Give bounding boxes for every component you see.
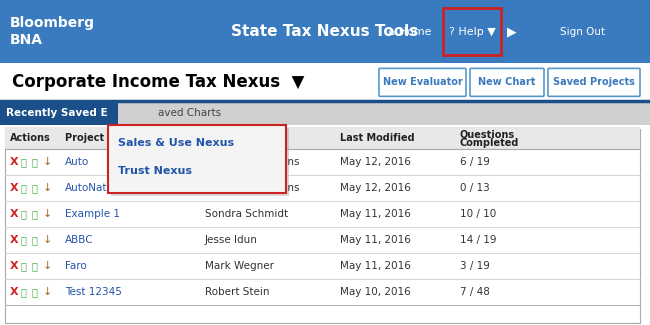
Text: X: X	[10, 183, 19, 193]
Text: Recently Saved E: Recently Saved E	[6, 108, 108, 118]
Text: ABBC: ABBC	[65, 235, 94, 245]
Text: Auto: Auto	[65, 157, 89, 167]
Text: ↓: ↓	[43, 183, 53, 193]
Text: Actions: Actions	[10, 133, 51, 143]
Text: 0 / 13: 0 / 13	[460, 183, 489, 193]
Text: BNA: BNA	[10, 33, 43, 47]
Text: ▶: ▶	[507, 25, 517, 38]
FancyBboxPatch shape	[5, 127, 640, 150]
Text: ⧉: ⧉	[32, 235, 38, 245]
Text: ↓: ↓	[43, 287, 53, 297]
FancyBboxPatch shape	[548, 68, 640, 97]
FancyBboxPatch shape	[0, 101, 118, 125]
FancyBboxPatch shape	[379, 68, 466, 97]
Text: ⧉: ⧉	[21, 287, 27, 297]
Text: X: X	[10, 261, 19, 271]
FancyBboxPatch shape	[111, 128, 289, 196]
Text: ⧉: ⧉	[32, 183, 38, 193]
Text: Project Name: Project Name	[65, 133, 138, 143]
Text: Sales & Use Nexus: Sales & Use Nexus	[118, 138, 234, 149]
Text: AutoNation: AutoNation	[65, 183, 124, 193]
Text: Sign Out: Sign Out	[560, 27, 605, 37]
Text: ⌂ Home: ⌂ Home	[388, 27, 432, 37]
Text: ↓: ↓	[43, 209, 53, 219]
Text: Constantine Johns: Constantine Johns	[205, 183, 300, 193]
Text: ⧉: ⧉	[32, 287, 38, 297]
Text: ⧉: ⧉	[21, 157, 27, 167]
Text: Robert Stein: Robert Stein	[205, 287, 270, 297]
Text: X: X	[10, 209, 19, 219]
Text: ↓: ↓	[43, 261, 53, 271]
Text: May 10, 2016: May 10, 2016	[340, 287, 411, 297]
FancyBboxPatch shape	[5, 129, 640, 323]
Text: Faro: Faro	[65, 261, 86, 271]
Text: ↓: ↓	[43, 235, 53, 245]
Text: Sondra Schmidt: Sondra Schmidt	[205, 209, 288, 219]
Text: Test 12345: Test 12345	[65, 287, 122, 297]
FancyBboxPatch shape	[0, 101, 650, 125]
Text: 10 / 10: 10 / 10	[460, 209, 496, 219]
Text: Corporate Income Tax Nexus  ▼: Corporate Income Tax Nexus ▼	[12, 73, 304, 91]
Text: ↓: ↓	[43, 157, 53, 167]
Text: ⧉: ⧉	[21, 209, 27, 219]
Text: State Tax Nexus Tools: State Tax Nexus Tools	[231, 24, 419, 39]
Text: May 12, 2016: May 12, 2016	[340, 157, 411, 167]
FancyBboxPatch shape	[0, 0, 650, 63]
Text: Completed: Completed	[460, 138, 519, 149]
Text: Created By: Created By	[205, 133, 266, 143]
Text: X: X	[10, 157, 19, 167]
Text: New Evaluator: New Evaluator	[383, 77, 462, 87]
Text: 14 / 19: 14 / 19	[460, 235, 497, 245]
Text: Constantine Johns: Constantine Johns	[205, 157, 300, 167]
Text: Bloomberg: Bloomberg	[10, 16, 95, 30]
Text: May 11, 2016: May 11, 2016	[340, 209, 411, 219]
Text: aved Charts: aved Charts	[158, 108, 221, 118]
Text: X: X	[10, 235, 19, 245]
Text: ⧉: ⧉	[21, 261, 27, 271]
Text: 3 / 19: 3 / 19	[460, 261, 490, 271]
Text: Jesse Idun: Jesse Idun	[205, 235, 258, 245]
Text: ⧉: ⧉	[21, 183, 27, 193]
Text: ⧉: ⧉	[32, 209, 38, 219]
Text: Saved Projects: Saved Projects	[553, 77, 635, 87]
Text: Example 1: Example 1	[65, 209, 120, 219]
Text: May 11, 2016: May 11, 2016	[340, 235, 411, 245]
FancyBboxPatch shape	[470, 68, 544, 97]
Text: May 11, 2016: May 11, 2016	[340, 261, 411, 271]
Text: ⧉: ⧉	[21, 235, 27, 245]
Text: New Chart: New Chart	[478, 77, 536, 87]
Text: ⧉: ⧉	[32, 261, 38, 271]
FancyBboxPatch shape	[0, 63, 650, 325]
Text: 7 / 48: 7 / 48	[460, 287, 490, 297]
Text: ? Help ▼: ? Help ▼	[448, 27, 495, 37]
FancyBboxPatch shape	[108, 125, 286, 193]
Text: Last Modified: Last Modified	[340, 133, 415, 143]
Text: 6 / 19: 6 / 19	[460, 157, 490, 167]
Text: X: X	[10, 287, 19, 297]
Text: Mark Wegner: Mark Wegner	[205, 261, 274, 271]
Text: ⧉: ⧉	[32, 157, 38, 167]
Text: Trust Nexus: Trust Nexus	[118, 166, 192, 176]
Text: May 12, 2016: May 12, 2016	[340, 183, 411, 193]
Text: Questions: Questions	[460, 129, 515, 139]
